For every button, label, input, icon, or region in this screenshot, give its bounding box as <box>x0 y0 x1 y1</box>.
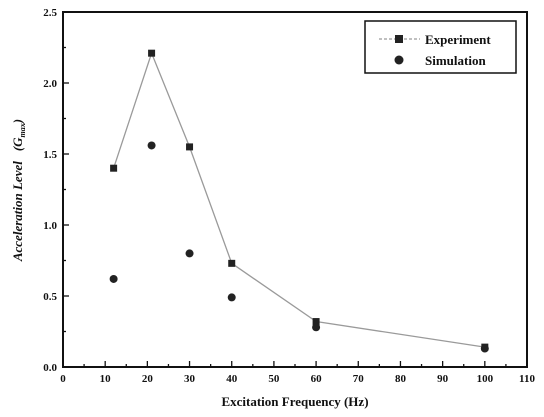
legend: Experiment Simulation <box>364 20 517 74</box>
x-tick-label: 60 <box>311 373 323 385</box>
y-axis: 0.0 0.5 1.0 1.5 2.0 2.5 <box>43 7 69 374</box>
y-axis-label-unit-sub: max <box>18 123 27 137</box>
x-tick-label: 90 <box>437 373 449 385</box>
y-tick-label: 1.5 <box>43 149 57 161</box>
legend-box <box>364 20 517 74</box>
data-point-simulation <box>109 274 118 283</box>
data-point-simulation <box>312 323 321 332</box>
y-tick-label: 0.5 <box>43 291 57 303</box>
y-axis-label-main: Acceleration Level <box>10 161 25 262</box>
legend-marker-simulation <box>394 55 404 65</box>
y-tick-label: 2.0 <box>43 78 57 90</box>
legend-label-simulation: Simulation <box>425 53 486 68</box>
y-tick-label: 1.0 <box>43 220 57 232</box>
data-point-experiment <box>110 164 118 172</box>
series-line-experiment <box>113 51 485 348</box>
x-tick-label: 80 <box>395 373 407 385</box>
x-tick-label: 10 <box>100 373 112 385</box>
y-axis-label-unit: (G <box>10 137 25 151</box>
y-tick-label: 2.5 <box>43 7 57 19</box>
data-point-simulation <box>480 344 489 353</box>
data-point-experiment <box>186 143 194 151</box>
y-axis-label: Acceleration Level (Gmax) <box>10 119 27 262</box>
data-point-simulation <box>185 249 194 258</box>
x-tick-label: 100 <box>477 373 494 385</box>
legend-marker-experiment <box>395 35 403 43</box>
x-axis-label: Excitation Frequency (Hz) <box>221 394 368 409</box>
series-layer <box>109 49 489 353</box>
data-point-experiment <box>148 49 156 57</box>
y-tick-label: 0.0 <box>43 362 57 374</box>
x-tick-label: 110 <box>519 373 535 385</box>
data-point-experiment <box>312 318 320 326</box>
x-tick-label: 70 <box>353 373 365 385</box>
legend-label-experiment: Experiment <box>425 32 491 47</box>
x-tick-label: 20 <box>142 373 154 385</box>
x-tick-label: 30 <box>184 373 196 385</box>
x-axis: 0 10 20 30 40 50 60 70 80 90 100 110 <box>60 361 535 385</box>
data-point-experiment <box>228 259 236 267</box>
x-tick-label: 50 <box>268 373 280 385</box>
x-tick-label: 0 <box>60 373 66 385</box>
x-tick-label: 40 <box>226 373 238 385</box>
y-axis-label-unit-close: ) <box>10 119 25 124</box>
data-point-simulation <box>147 141 156 150</box>
data-point-simulation <box>227 293 236 302</box>
